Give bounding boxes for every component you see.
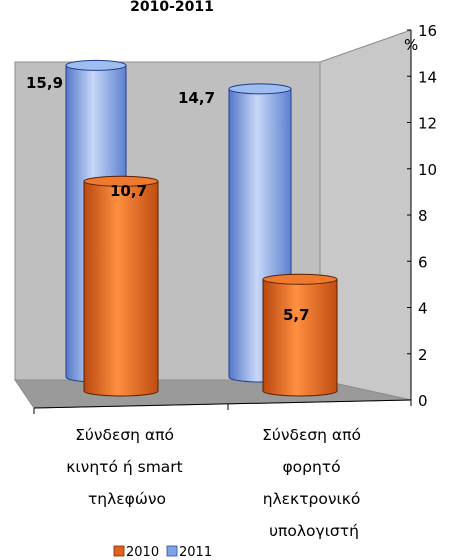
category-1-line-2: ηλεκτρονικό bbox=[263, 490, 361, 508]
y-tick-label-2: 2 bbox=[418, 346, 428, 364]
y-tick-label-10: 10 bbox=[418, 161, 437, 179]
category-0-line-0: Σύνδεση από bbox=[75, 426, 174, 444]
y-axis-ticks: 0 2 4 6 8 10 12 14 16 bbox=[407, 22, 437, 410]
y-tick-label-16: 16 bbox=[418, 22, 437, 40]
bar-2010-0-top bbox=[83, 175, 159, 187]
x-axis-line bbox=[33, 399, 412, 409]
y-axis-unit-label: % bbox=[404, 36, 418, 54]
bars: 15,9 14,7 10,7 5,7 bbox=[26, 59, 338, 397]
legend-swatch-2011 bbox=[166, 545, 178, 557]
data-label-2010-1: 5,7 bbox=[283, 306, 310, 324]
category-0-line-2: τηλεφώνο bbox=[88, 490, 166, 508]
bar-2010-1 bbox=[262, 273, 338, 397]
data-label-2010-0: 10,7 bbox=[110, 182, 147, 200]
category-1-line-3: υπολογιστή bbox=[269, 522, 359, 540]
category-1-line-0: Σύνδεση από bbox=[262, 426, 361, 444]
category-label-1: Σύνδεση από φορητό ηλεκτρονικό υπολογιστ… bbox=[262, 426, 366, 540]
bar-2010-1-body bbox=[262, 278, 338, 397]
category-0-line-1: κινητό ή smart bbox=[66, 458, 182, 476]
legend: 2010 2011 bbox=[113, 545, 212, 560]
category-1-line-1: φορητό bbox=[282, 458, 340, 476]
chart-title: 2010-2011 bbox=[130, 0, 214, 15]
bar-2010-1-top bbox=[262, 273, 338, 285]
y-tick-label-14: 14 bbox=[418, 68, 437, 86]
data-label-2011-0: 15,9 bbox=[26, 74, 63, 92]
data-label-2011-1: 14,7 bbox=[178, 89, 215, 107]
y-tick-label-12: 12 bbox=[418, 115, 437, 133]
y-tick-label-8: 8 bbox=[418, 207, 428, 225]
y-tick-label-6: 6 bbox=[418, 253, 428, 271]
bar-2011-0-top bbox=[65, 59, 127, 71]
bar-2011-1-top bbox=[228, 83, 292, 95]
legend-label-2011: 2011 bbox=[179, 545, 212, 560]
legend-swatch-2010 bbox=[113, 545, 125, 557]
bar-2010-0 bbox=[83, 175, 159, 397]
legend-label-2010: 2010 bbox=[126, 545, 159, 560]
y-tick-label-4: 4 bbox=[418, 300, 428, 318]
category-label-0: Σύνδεση από κινητό ή smart τηλεφώνο bbox=[66, 426, 187, 508]
y-tick-label-0: 0 bbox=[418, 392, 428, 410]
bar-2010-0-body bbox=[83, 180, 159, 397]
